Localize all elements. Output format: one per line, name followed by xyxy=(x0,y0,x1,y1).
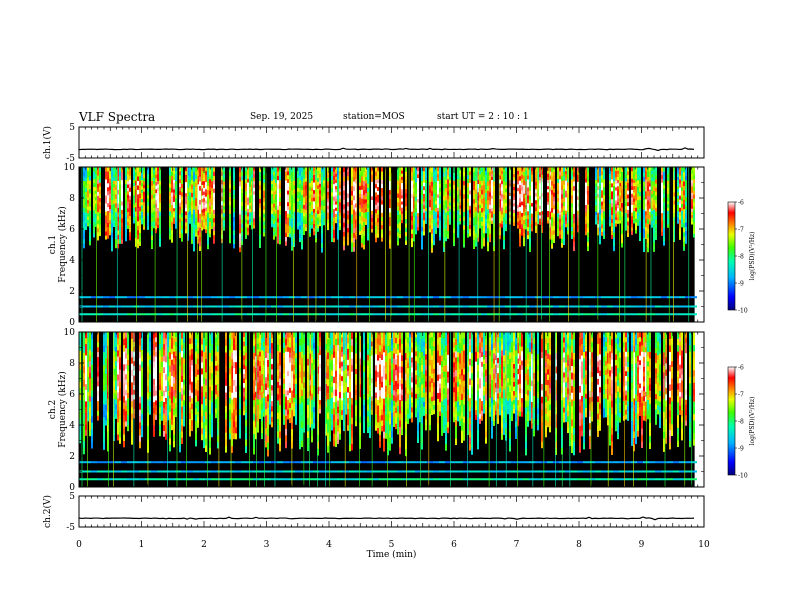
x-tick-label: 8 xyxy=(576,540,582,550)
x-tick-label: 3 xyxy=(264,540,270,550)
x-tick-label: 9 xyxy=(639,540,645,550)
ch1-spectrogram-colorbar-tick-label: -10 xyxy=(738,308,748,315)
ch1-spectrogram-ytick-label: 2 xyxy=(69,287,75,297)
ch2-spectrogram-ytick-label: 10 xyxy=(64,328,76,338)
x-tick-label: 2 xyxy=(201,540,207,550)
ch1-spectrogram-colorbar-tick-label: -6 xyxy=(738,200,744,207)
spectrogram-3-pixels xyxy=(79,332,697,481)
ch2-spectrogram-ytick-label: 2 xyxy=(69,452,75,462)
x-tick-label: 10 xyxy=(698,540,710,550)
x-axis-label: Time (min) xyxy=(367,549,417,560)
ch2-spectrogram-ytick-label: 6 xyxy=(69,390,75,400)
start-time-label: start UT = 2 : 10 : 1 xyxy=(437,112,529,122)
ch2-spectrogram-colorbar-tick-label: -6 xyxy=(738,365,744,372)
ch2-spectrogram-colorbar-tick-label: -7 xyxy=(738,392,744,399)
ch1-spectrogram-colorbar xyxy=(727,201,736,311)
ch2-spectrogram-ytick-label: 8 xyxy=(69,359,75,369)
ch2-spectrogram-ylabel-channel: ch.2 xyxy=(48,400,58,419)
x-tick-label: 0 xyxy=(76,540,82,550)
x-tick-label: 1 xyxy=(139,540,145,550)
ch1-spectrogram-ylabel-frequency: Frequency (kHz) xyxy=(57,206,68,283)
ch1-spectrogram-ylabel-channel: ch.1 xyxy=(48,235,58,254)
spectrogram-2-pixels xyxy=(79,167,697,316)
waveform-1-trace xyxy=(78,147,695,152)
ch1-spectrogram-colorbar-label: log(PSD)(V²/Hz) xyxy=(749,232,756,281)
x-tick-label: 5 xyxy=(389,540,395,550)
ch2-spectrogram-colorbar-tick-label: -8 xyxy=(738,419,744,426)
ch2-waveform-ytick-label: -5 xyxy=(66,523,75,533)
x-tick-label: 6 xyxy=(451,540,457,550)
x-tick-label: 4 xyxy=(326,540,332,550)
ch1-spectrogram-ytick-label: 4 xyxy=(69,256,75,266)
ch2-spectrogram-ylabel-frequency: Frequency (kHz) xyxy=(57,371,68,448)
ch1-spectrogram-ytick-label: 8 xyxy=(69,194,75,204)
ch1-spectrogram-ytick-label: 10 xyxy=(64,163,76,173)
ch2-spectrogram-colorbar xyxy=(727,366,736,476)
ch2-waveform-ytick-label: 5 xyxy=(69,492,75,502)
ch2-spectrogram-ytick-label: 4 xyxy=(69,421,75,431)
ch2-spectrogram-colorbar-label: log(PSD)(V²/Hz) xyxy=(749,397,756,446)
figure-title: VLF Spectra xyxy=(79,110,156,124)
x-tick-label: 7 xyxy=(514,540,520,550)
ch2-spectrogram-ytick-label: 0 xyxy=(69,483,75,493)
ch2-waveform-ylabel: ch.2(V) xyxy=(42,495,53,528)
ch1-waveform-ylabel: ch.1(V) xyxy=(42,126,53,159)
ch1-spectrogram-ytick-label: 6 xyxy=(69,225,75,235)
station-label: station=MOS xyxy=(343,112,405,122)
ch1-waveform-ytick-label: 5 xyxy=(69,123,75,133)
ch1-spectrogram-ytick-label: 0 xyxy=(69,318,75,328)
ch1-spectrogram-colorbar-tick-label: -9 xyxy=(738,281,744,288)
date-label: Sep. 19, 2025 xyxy=(250,112,314,122)
waveform-2-trace xyxy=(78,516,695,521)
ch1-waveform-ytick-label: -5 xyxy=(66,154,75,164)
ch1-spectrogram-colorbar-tick-label: -8 xyxy=(738,254,744,261)
ch2-spectrogram-colorbar-tick-label: -9 xyxy=(738,446,744,453)
ch1-spectrogram-colorbar-tick-label: -7 xyxy=(738,227,744,234)
ch2-spectrogram-colorbar-tick-label: -10 xyxy=(738,473,748,480)
